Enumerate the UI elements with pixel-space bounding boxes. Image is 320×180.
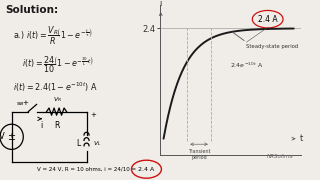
Text: 2.4 A: 2.4 A xyxy=(258,15,277,24)
Text: i: i xyxy=(160,0,162,8)
Text: +: + xyxy=(91,112,97,118)
Text: $\pm$: $\pm$ xyxy=(7,131,16,142)
Text: V = 24 V, R = 10 ohms, i = 24/10 =: V = 24 V, R = 10 ohms, i = 24/10 = xyxy=(36,167,136,172)
Text: $V_L$: $V_L$ xyxy=(93,140,102,148)
Text: Transient
period: Transient period xyxy=(188,149,210,160)
Text: $V_R$: $V_R$ xyxy=(53,96,62,104)
Text: $i(t) = \dfrac{24}{10}\!\left(1 - e^{-\frac{10}{L}t}\right)$: $i(t) = \dfrac{24}{10}\!\left(1 - e^{-\f… xyxy=(22,54,93,75)
Text: t: t xyxy=(300,134,303,143)
Text: R: R xyxy=(55,122,60,130)
Text: +: + xyxy=(22,100,28,106)
Text: a.) $i(t) = \dfrac{V_R}{R}\!\left(1 - e^{-\frac{t}{\tau}}\right)$: a.) $i(t) = \dfrac{V_R}{R}\!\left(1 - e^… xyxy=(13,25,93,47)
Text: V: V xyxy=(0,132,4,141)
Text: Solution:: Solution: xyxy=(5,5,58,15)
Text: L: L xyxy=(76,140,80,148)
Text: i: i xyxy=(40,122,43,130)
Text: $2.4e^{-10t}\ \mathrm{A}$: $2.4e^{-10t}\ \mathrm{A}$ xyxy=(230,60,263,70)
Text: $i(t) = 2.4\left(1 - e^{-10t}\right)\ \mathrm{A}$: $i(t) = 2.4\left(1 - e^{-10t}\right)\ \m… xyxy=(13,81,98,94)
Text: 2.4 A: 2.4 A xyxy=(138,167,155,172)
Text: sw: sw xyxy=(16,101,24,106)
Text: Steady-state period: Steady-state period xyxy=(246,44,299,49)
Text: NRSulima: NRSulima xyxy=(267,154,294,159)
